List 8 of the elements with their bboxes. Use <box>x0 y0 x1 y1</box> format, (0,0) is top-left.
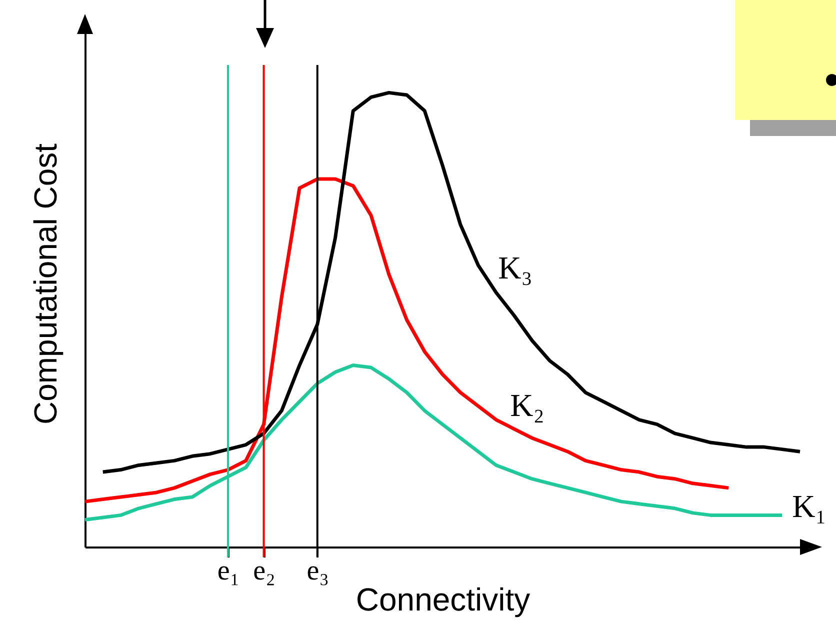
series-label: K₁ <box>792 488 826 524</box>
series-label: K₃ <box>498 250 532 286</box>
y-axis-title: Computational Cost <box>28 143 64 425</box>
x-tick-label: e₂ <box>253 556 276 586</box>
x-tick-label: e₃ <box>306 556 329 586</box>
x-tick-label: e₁ <box>217 556 240 586</box>
x-axis-title: Connectivity <box>356 582 530 618</box>
series-label: K₂ <box>510 386 544 423</box>
